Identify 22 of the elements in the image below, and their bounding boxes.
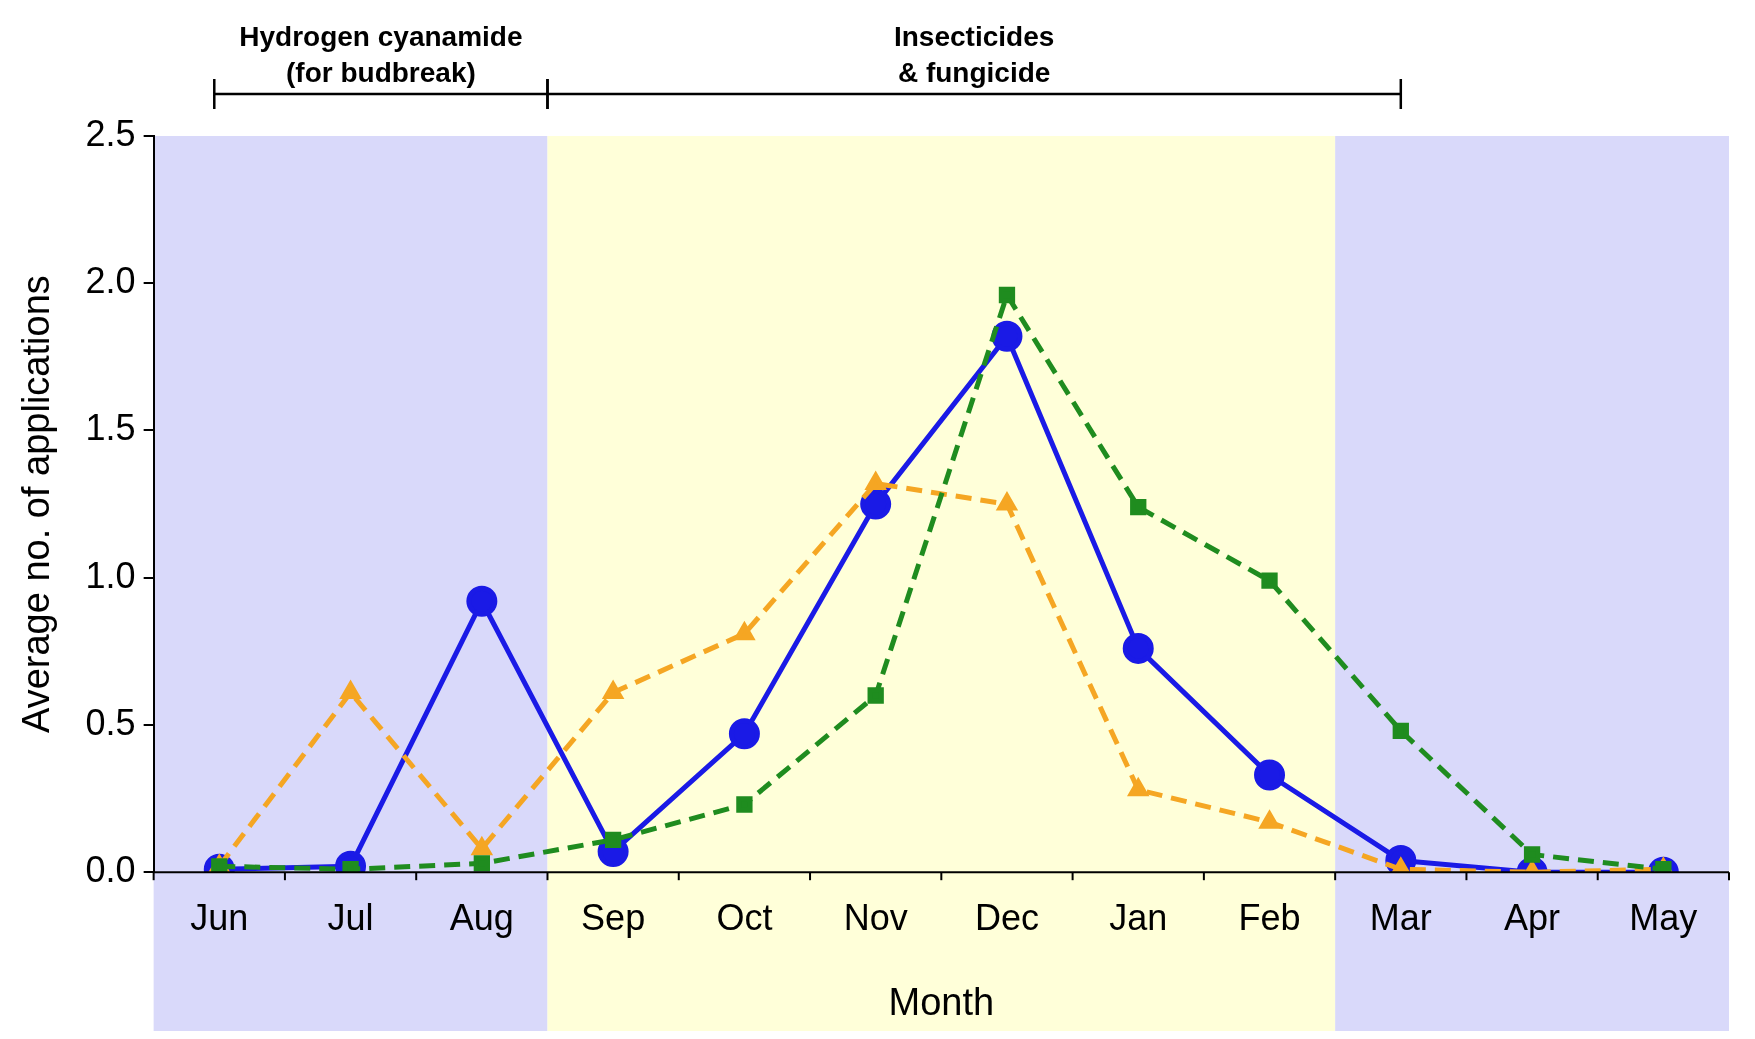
x-tick-label: Nov bbox=[843, 896, 908, 938]
text: Insecticides & fungicide bbox=[893, 21, 1055, 88]
x-axis-title: Month bbox=[888, 980, 995, 1023]
y-tick-label: 2.0 bbox=[85, 260, 136, 302]
x-tick-label: Sep bbox=[581, 896, 646, 938]
y-tick-label: 0.0 bbox=[85, 849, 136, 891]
y-tick-label: 1.5 bbox=[85, 407, 136, 449]
y-axis-title: Average no. of applications bbox=[15, 275, 58, 733]
x-tick-label: Jul bbox=[327, 896, 374, 938]
x-tick-label: Feb bbox=[1238, 896, 1301, 938]
x-tick-label: Jan bbox=[1109, 896, 1168, 938]
x-tick-label: Dec bbox=[974, 896, 1039, 938]
x-tick-label: Mar bbox=[1369, 896, 1432, 938]
y-tick-label: 2.5 bbox=[85, 112, 136, 154]
x-tick-label: Apr bbox=[1504, 896, 1561, 938]
x-tick-label: May bbox=[1629, 896, 1698, 938]
x-tick-label: Aug bbox=[449, 896, 514, 938]
x-tick-label: Jun bbox=[190, 896, 249, 938]
y-tick-label: 0.5 bbox=[85, 701, 136, 743]
y-tick-label: 1.0 bbox=[85, 554, 136, 596]
text: Hydrogen cyanamide (for budbreak) bbox=[239, 21, 523, 88]
x-tick-label: Oct bbox=[716, 896, 773, 938]
